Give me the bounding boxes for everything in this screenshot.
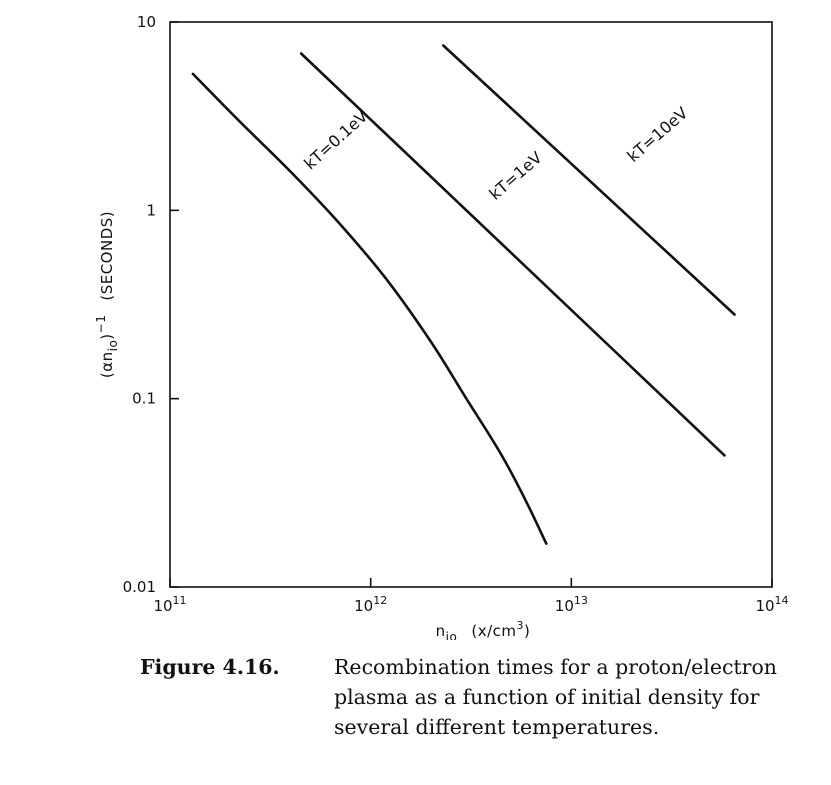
y-axis-title-group: (αnio)−1 (SECONDS) — [94, 211, 120, 378]
x-axis-title-base: n — [436, 622, 446, 640]
y-tick-label: 10 — [137, 13, 156, 31]
x-tick-label: 1013 — [555, 594, 588, 615]
y-axis-title-sub: io — [106, 340, 120, 352]
chart-canvas: 1011 1012 1013 1014 0.01 0.1 1 10 kT=0.1eV kT=1… — [94, 13, 789, 640]
curve-labels: kT=0.1eV kT=1eV kT=10eV — [300, 103, 691, 204]
series-label: kT=0.1eV — [300, 107, 371, 174]
x-axis-title-units-close: ) — [524, 622, 530, 640]
plot-frame — [169, 21, 773, 588]
x-tick-label: 1012 — [354, 594, 387, 615]
series-label: kT=10eV — [623, 103, 691, 166]
y-axis-title-units: (SECONDS) — [98, 211, 116, 301]
curves — [191, 44, 736, 545]
y-tick-label: 0.1 — [132, 390, 156, 408]
x-axis-title-units: (x/cm — [471, 622, 516, 640]
series-line — [299, 52, 726, 457]
x-tick-label: 1014 — [755, 594, 788, 615]
x-axis-title-units-sup: 3 — [517, 619, 525, 632]
x-axis-title-sub: io — [446, 630, 458, 640]
y-tick-label: 0.01 — [123, 578, 156, 596]
caption-text: Recombination times for a proton/electro… — [334, 655, 778, 739]
y-tick-label: 1 — [146, 201, 156, 219]
caption-label: Figure 4.16. — [140, 655, 280, 679]
x-axis-title: nio (x/cm3) — [436, 619, 531, 640]
y-axis-title-close: ) — [98, 333, 116, 339]
y-axis-title-sup: −1 — [94, 315, 108, 334]
series-line — [442, 44, 736, 316]
y-axis-ticks: 0.01 0.1 1 10 — [123, 13, 179, 596]
series-line — [191, 72, 548, 545]
y-axis-title: (αnio)−1 (SECONDS) — [94, 211, 120, 378]
x-tick-label: 1011 — [153, 594, 186, 615]
series-label: kT=1eV — [485, 148, 545, 204]
x-axis-ticks: 1011 1012 1013 1014 — [153, 578, 789, 615]
y-axis-title-open: (αn — [98, 351, 116, 378]
